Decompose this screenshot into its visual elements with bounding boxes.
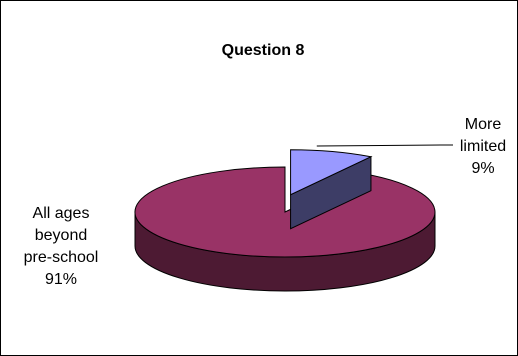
pie-slice-all-ages-beyond-pre-school bbox=[134, 166, 436, 292]
chart-title: Question 8 bbox=[222, 42, 305, 59]
leader-line bbox=[316, 144, 453, 147]
slice-label-more-limited: More limited 9% bbox=[460, 116, 506, 177]
slices-layer bbox=[134, 149, 436, 292]
labels-layer: More limited 9% All ages beyond pre-school 91% bbox=[24, 116, 506, 288]
pie-slice-top bbox=[134, 166, 436, 258]
pie-slice-more-limited bbox=[290, 149, 373, 230]
slice-label-all-ages-beyond-pre-school: All ages beyond pre-school 91% bbox=[24, 205, 99, 288]
pie-slice-top bbox=[290, 149, 373, 196]
